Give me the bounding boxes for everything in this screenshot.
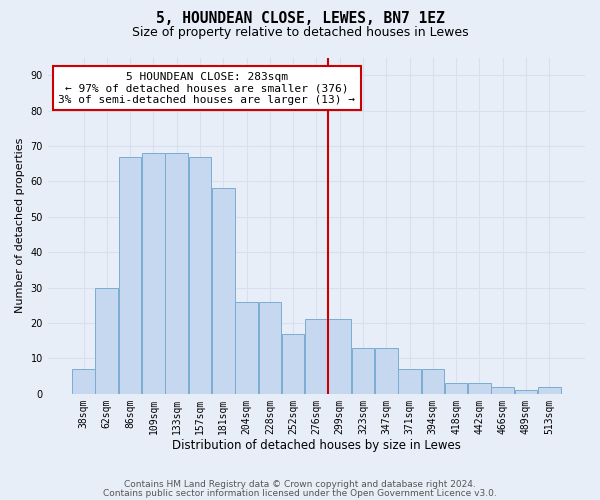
Text: Contains public sector information licensed under the Open Government Licence v3: Contains public sector information licen… [103,489,497,498]
Text: 5, HOUNDEAN CLOSE, LEWES, BN7 1EZ: 5, HOUNDEAN CLOSE, LEWES, BN7 1EZ [155,11,445,26]
Bar [468,383,491,394]
Bar [422,369,444,394]
Bar [235,302,258,394]
Text: 5 HOUNDEAN CLOSE: 283sqm
← 97% of detached houses are smaller (376)
3% of semi-d: 5 HOUNDEAN CLOSE: 283sqm ← 97% of detach… [58,72,355,105]
Bar [352,348,374,394]
Bar [259,302,281,394]
Y-axis label: Number of detached properties: Number of detached properties [15,138,25,314]
Bar [445,383,467,394]
Bar [119,156,142,394]
Bar [142,153,164,394]
Bar [188,156,211,394]
Bar [282,334,304,394]
Bar [328,320,351,394]
X-axis label: Distribution of detached houses by size in Lewes: Distribution of detached houses by size … [172,440,461,452]
Bar [166,153,188,394]
Text: Size of property relative to detached houses in Lewes: Size of property relative to detached ho… [131,26,469,39]
Bar [95,288,118,394]
Bar [72,369,95,394]
Bar [515,390,537,394]
Text: Contains HM Land Registry data © Crown copyright and database right 2024.: Contains HM Land Registry data © Crown c… [124,480,476,489]
Bar [538,387,560,394]
Bar [305,320,328,394]
Bar [375,348,398,394]
Bar [212,188,235,394]
Bar [398,369,421,394]
Bar [491,387,514,394]
